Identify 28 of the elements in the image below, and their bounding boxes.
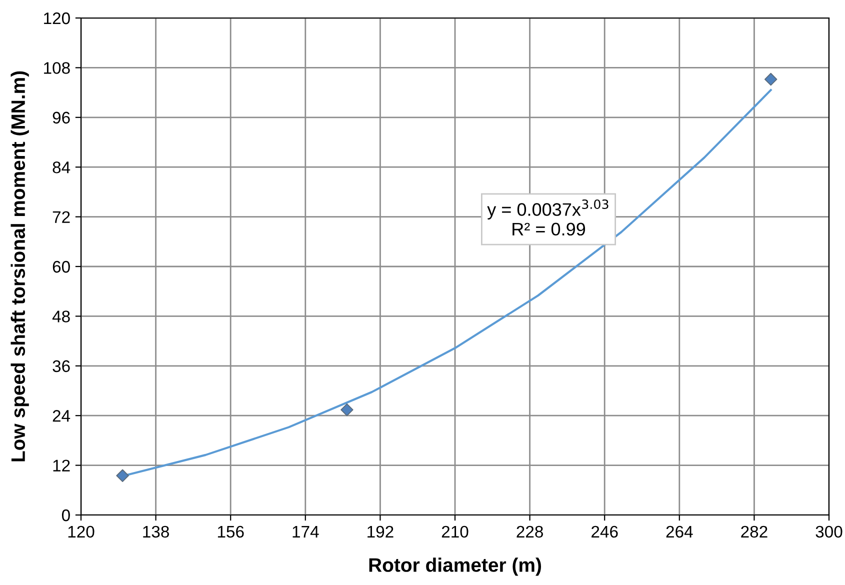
x-tick-label: 300 [816, 526, 842, 538]
x-axis-title: Rotor diameter (m) [369, 558, 542, 576]
annotation: y = 0.0037x$^{3.03}$ R² = 0.99 [487, 199, 608, 236]
x-tick-label: 138 [143, 526, 169, 538]
point [340, 403, 354, 416]
x-tick-label: 282 [741, 526, 768, 538]
y-tick-label: 84 [52, 162, 70, 174]
y-tick-label: 36 [52, 360, 70, 372]
y-tick-label: 120 [44, 12, 70, 24]
point [764, 72, 778, 86]
x-tick-label: 210 [442, 526, 468, 538]
x-tick-label: 192 [368, 526, 394, 538]
x-tick-label: 120 [68, 526, 94, 538]
x-tick-label: 174 [292, 526, 319, 538]
y-tick-label: 0 [62, 509, 70, 522]
y-tick-label: 96 [52, 112, 70, 124]
y-tick-label: 60 [52, 260, 70, 273]
y-tick-label: 72 [52, 211, 70, 223]
y-axis-title: Low speed shaft torsional moment (MN.m) [10, 71, 29, 462]
y-tick-label: 108 [44, 62, 70, 74]
y-tick-label: 24 [52, 410, 70, 422]
y-tick-label: 12 [53, 460, 70, 472]
x-tick-label: 156 [218, 526, 244, 538]
point [116, 469, 129, 482]
x-tick-label: 264 [666, 526, 693, 538]
x-tick-label: 228 [516, 526, 543, 538]
x-tick-label: 246 [592, 526, 618, 538]
y-tick-label: 48 [52, 310, 70, 322]
